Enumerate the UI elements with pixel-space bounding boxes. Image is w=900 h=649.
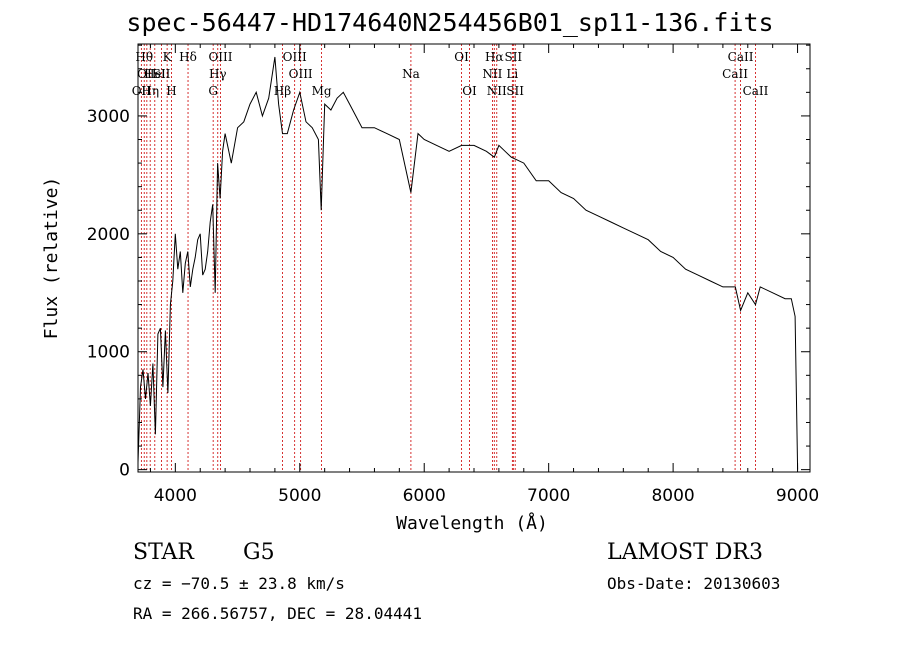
spectral-line-label-12: Hβ [274,84,291,98]
object-class: STAR [133,540,194,565]
x-axis-label: Wavelength (Å) [396,512,548,534]
spectral-line-label-16: Na [402,67,420,81]
spectral-line-label-6: K [163,50,173,64]
spectral-line-label-5: SII [153,67,171,81]
spectral-line-labels: OIIHθOIIHηHelSIIKHHδGHγOIIIHβOIIIOIIIMgN… [132,50,769,98]
y-tick-label-0: 0 [119,461,130,481]
spectral-line-label-11: OIII [208,50,232,64]
spectral-line-label-0: OII [132,84,152,98]
plot-frame [137,43,811,473]
spectral-line-label-8: Hδ [179,50,197,64]
y-axis-label: Flux (relative) [41,177,62,340]
object-subclass: G5 [243,540,275,565]
spectral-line-label-10: Hγ [209,67,227,81]
spectral-line-label-15: Mg [312,84,332,98]
spectrum-line [137,56,799,470]
spectral-line-label-17: OI [454,50,469,64]
spectral-line-label-7: H [166,84,176,98]
spectral-line-label-2: OII [137,67,157,81]
x-tick-label-0: 4000 [154,486,197,506]
spectral-line-label-14: OIII [289,67,313,81]
spectral-line-label-9: G [208,84,218,98]
spectral-line-label-21: NII [487,84,507,98]
spectral-line-label-25: CaII [722,67,748,81]
x-tick-label-4: 8000 [651,486,694,506]
x-axis-ticks: 4000 5000 6000 7000 8000 9000 [149,44,819,506]
spectral-line-label-20: Hα [485,50,504,64]
spectral-line-label-23: SII [504,50,522,64]
y-tick-label-3: 3000 [87,107,130,127]
spectral-line-label-19: NII [482,67,502,81]
survey-name: LAMOST DR3 [607,540,763,565]
spectral-line-label-13: OIII [283,50,307,64]
spectral-line-label-3: Hη [141,84,159,98]
x-tick-label-1: 5000 [278,486,321,506]
spectral-line-label-24: SII [506,84,524,98]
spectral-line-label-26: CaII [728,50,754,64]
spectral-line-label-4: Hel [144,67,166,81]
spectral-line-label-27: CaII [743,84,769,98]
y-axis-ticks: 0 1000 2000 3000 [87,44,810,481]
spectral-line-label-18: OI [462,84,477,98]
x-tick-label-5: 9000 [776,486,819,506]
x-tick-label-2: 6000 [403,486,446,506]
redshift-cz: cz = −70.5 ± 23.8 km/s [133,574,345,593]
chart-title: spec-56447-HD174640N254456B01_sp11-136.f… [126,8,774,37]
spectral-line-label-22: Li [506,67,518,81]
ra-dec: RA = 266.56757, DEC = 28.04441 [133,604,422,623]
spectral-line-markers [140,44,756,472]
y-tick-label-1: 1000 [87,343,130,363]
observation-date: Obs-Date: 20130603 [607,574,781,593]
x-tick-label-3: 7000 [527,486,570,506]
y-tick-label-2: 2000 [87,225,130,245]
spectral-line-label-1: Hθ [135,50,153,64]
